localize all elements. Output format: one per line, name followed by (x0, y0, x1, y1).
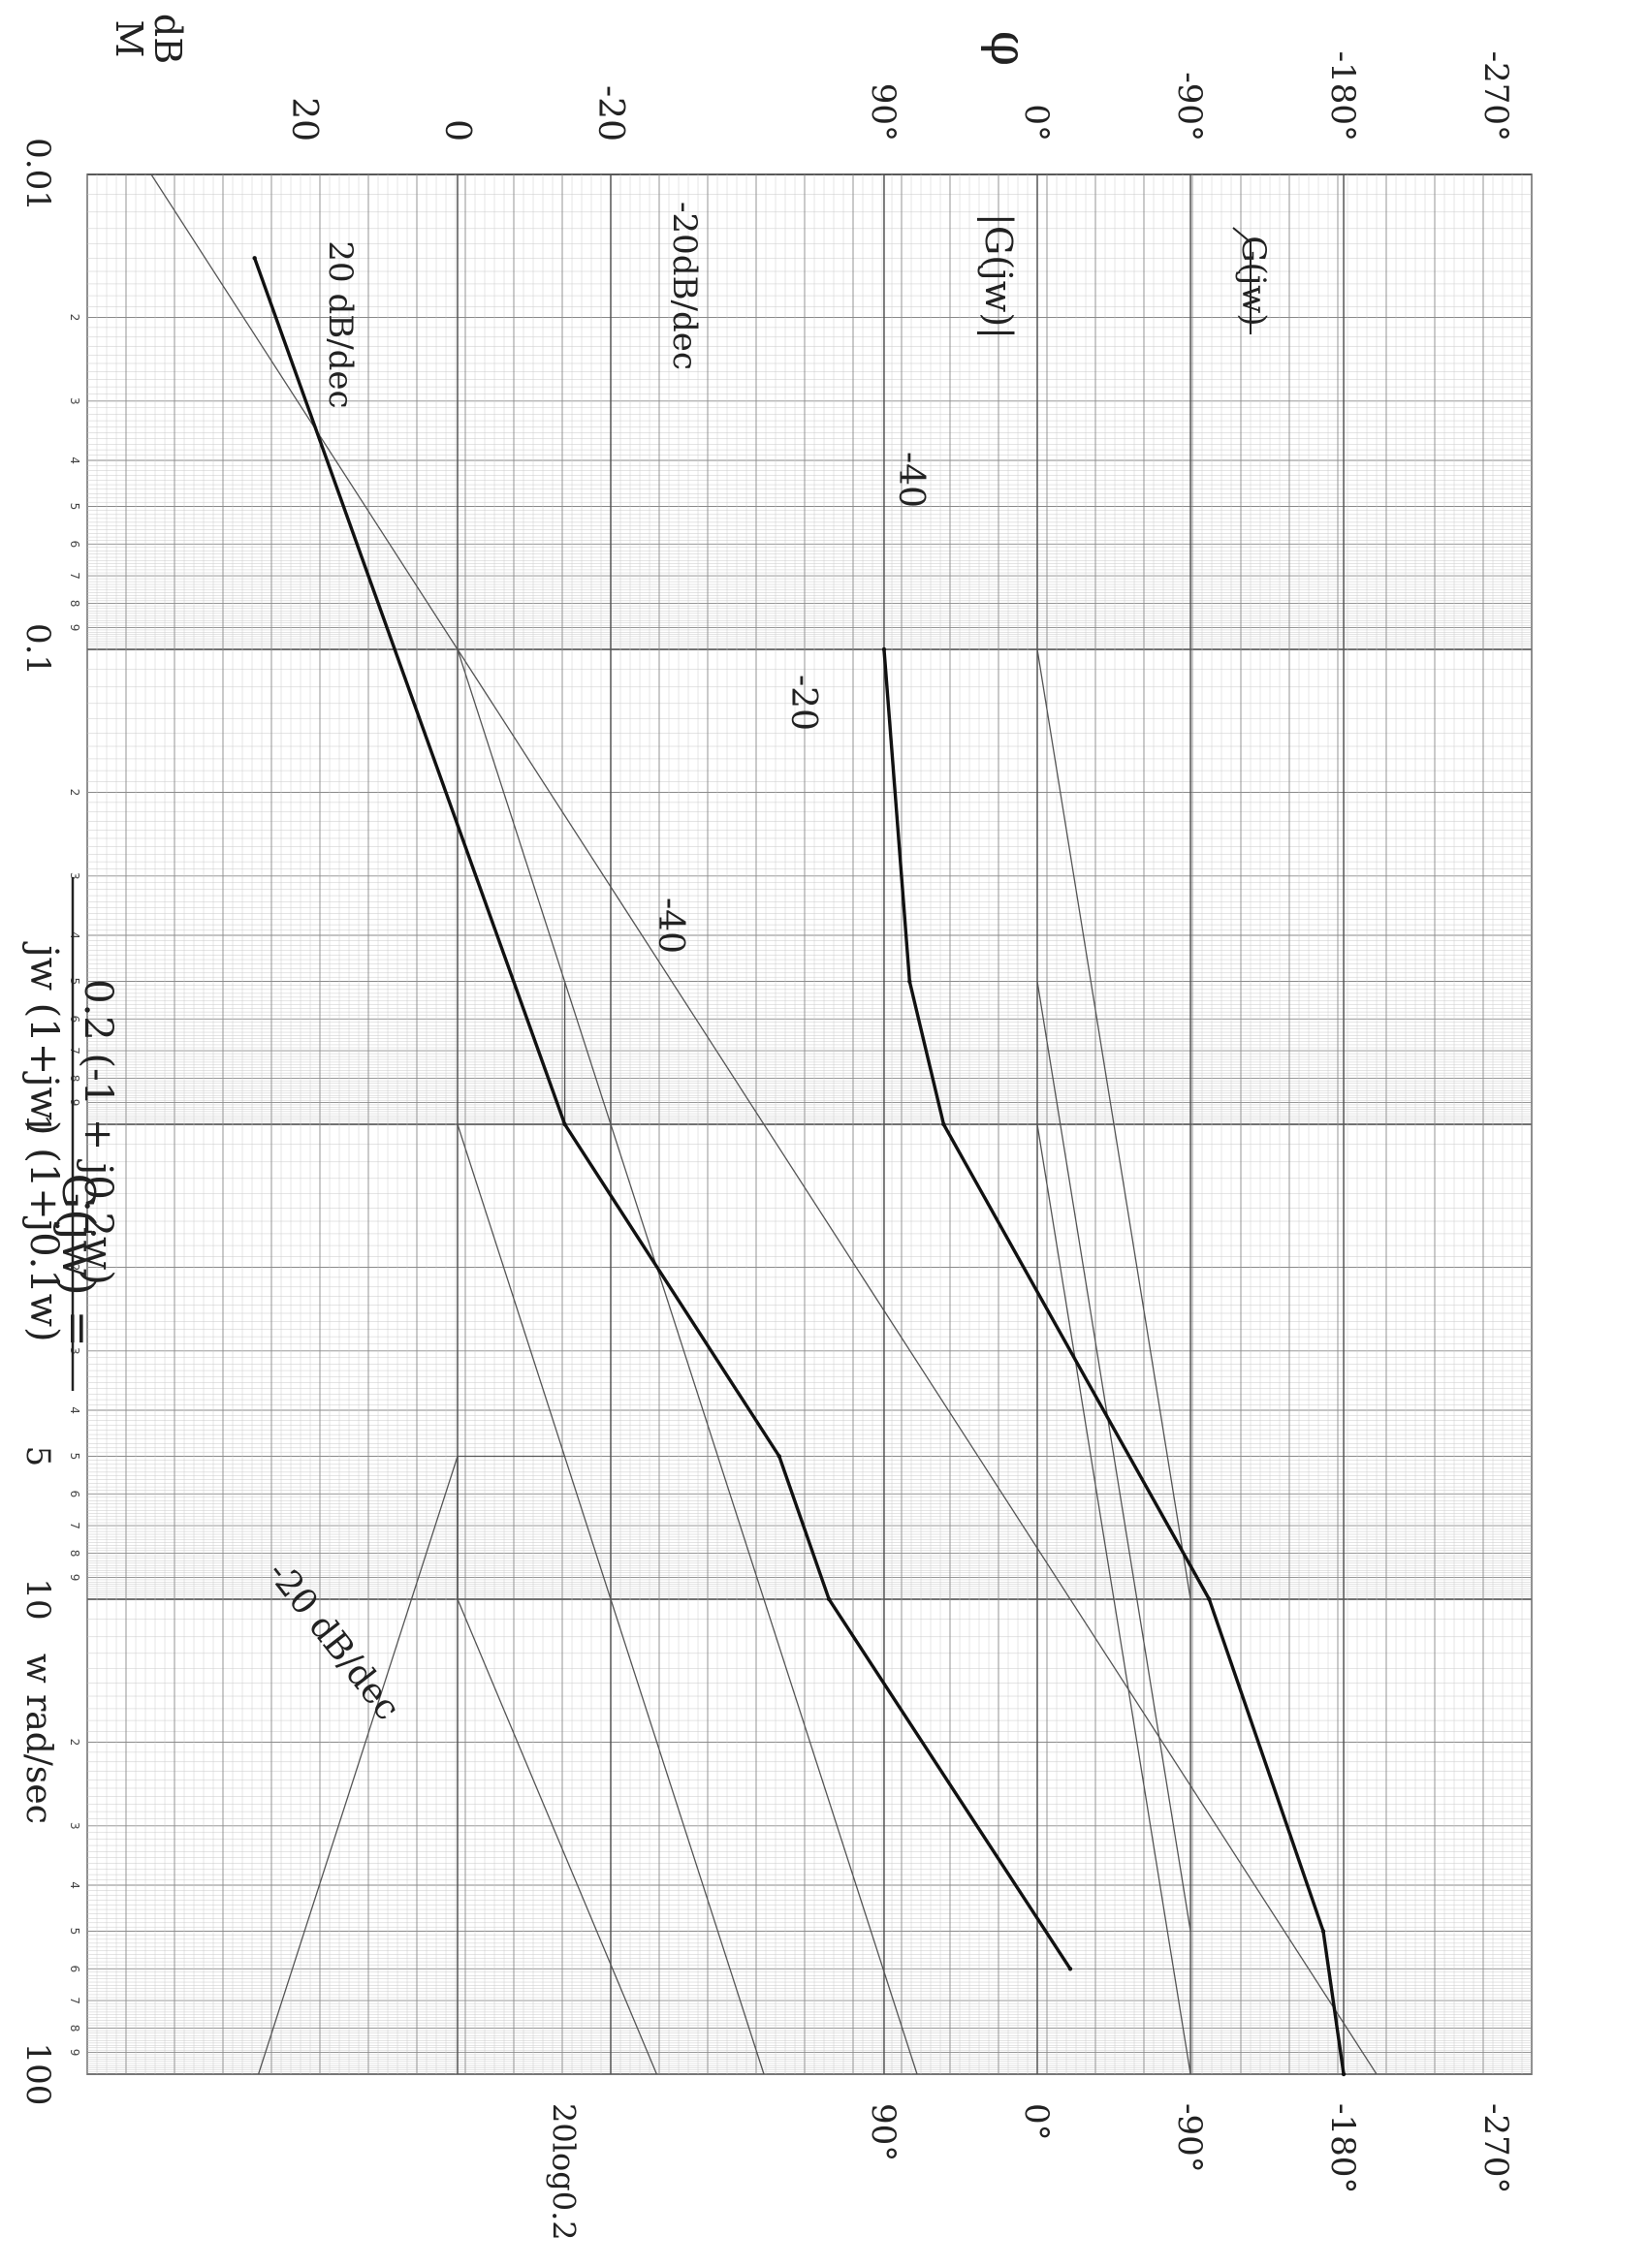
equation-denominator: jw (1+jw) (1+j0.1w) (21, 941, 66, 1341)
minor-tick-label: 2 (68, 789, 81, 797)
asymptote-line (1036, 1123, 1191, 2075)
asymptote-line (457, 648, 918, 2075)
phase-tick-label-right: 0° (1017, 2103, 1056, 2141)
minor-tick-label: 2 (68, 1739, 81, 1747)
phase-point (881, 646, 887, 652)
phase-tick-label-left: 0° (1017, 104, 1056, 142)
transfer-function-equation: G(jw) = 0.2 (-1 + j0.2w) jw (1+jw) (1+j0… (21, 877, 120, 1391)
magnitude-point (1067, 1967, 1073, 1971)
annotation-slope-down: -20dB/dec (665, 202, 704, 370)
minor-tick-label: 8 (68, 1550, 81, 1558)
bode-curves (252, 256, 1347, 2077)
annotation-phase-label: G(jw) (1232, 227, 1273, 334)
mag-axis-label: M (108, 20, 150, 58)
phase-axis-label: φ (979, 31, 1037, 66)
phase-tick-label-right: 90° (864, 2103, 903, 2161)
phase-tick-label-left: 90° (864, 83, 903, 142)
phase-tick-label-left: -180° (1323, 51, 1362, 142)
minor-tick-label: 2 (68, 314, 81, 322)
minor-tick-label: 5 (68, 503, 81, 511)
phase-point (1320, 1929, 1326, 1934)
mag-tick-label: 0 (437, 119, 477, 142)
phase-tick-label-right: -270° (1476, 2103, 1515, 2193)
magnitude-point (562, 1121, 567, 1127)
mag-top-label: 20log0.2 (546, 2103, 583, 2241)
phase-point (941, 1121, 946, 1127)
asymptote-line (257, 1456, 459, 2075)
asymptote-line (1036, 648, 1191, 1600)
minor-tick-label: 5 (68, 1928, 81, 1936)
phase-tick-label-left: -270° (1476, 51, 1515, 142)
magnitude-point (252, 256, 257, 261)
phase-tick-label-right: -180° (1323, 2103, 1362, 2193)
annotation-seg3: -40 (891, 452, 931, 508)
minor-tick-label: 5 (68, 978, 81, 986)
axis-labels: 0.01 0.1 1 10 100 5 2 3 4 5 6 7 8 9 2 3 4 5 6 7 8 9 2 3 4 5 6 7 8 9 2 3… (18, 14, 1515, 2241)
minor-tick-label: 3 (68, 397, 81, 405)
minor-tick-label: 9 (68, 2049, 81, 2057)
asymptote-line (457, 1456, 657, 2075)
x-tick-label: 0.01 (18, 138, 57, 211)
minor-tick-label: 7 (68, 1522, 81, 1529)
annotation-mag-label: |G(jw)| (977, 213, 1020, 339)
x-tick-label: 10 (18, 1578, 57, 1620)
x-tick-label-5: 5 (18, 1446, 57, 1467)
minor-tick-label: 6 (68, 1965, 81, 1972)
phase-tick-label-right: -90° (1170, 2103, 1209, 2173)
minor-tick-label: 4 (68, 1406, 81, 1414)
minor-tick-label: 4 (68, 457, 81, 464)
equation-numerator: 0.2 (-1 + j0.2w) (76, 979, 120, 1285)
minor-tick-label: 6 (68, 1490, 81, 1497)
x-axis-label: w rad/sec (18, 1654, 58, 1824)
magnitude-point (826, 1596, 832, 1602)
minor-tick-label: 6 (68, 540, 81, 548)
minor-tick-label: 4 (68, 931, 81, 939)
minor-tick-label: 6 (68, 1015, 81, 1023)
minor-tick-label: 4 (68, 1881, 81, 1889)
phase-point (907, 979, 912, 984)
minor-tick-label: 5 (68, 1453, 81, 1461)
minor-tick-label: 8 (68, 600, 81, 608)
minor-tick-label: 9 (68, 1574, 81, 1582)
asymptote-line (457, 1123, 765, 2075)
minor-tick-label: 9 (68, 624, 81, 632)
mag-axis-label-db: dB (146, 14, 189, 64)
minor-tick-label: 8 (68, 2025, 81, 2032)
asymptote-lines (150, 173, 1378, 2075)
mag-tick-label: -20 (590, 85, 630, 142)
minor-tick-label: 3 (68, 1822, 81, 1830)
phase-curve (882, 647, 1346, 2076)
magnitude-point (776, 1454, 781, 1459)
mag-tick-label: 20 (284, 97, 324, 142)
minor-tick-label: 3 (68, 1347, 81, 1355)
minor-tick-label: 7 (68, 1047, 81, 1055)
phase-point (1207, 1596, 1212, 1602)
minor-tick-label: 9 (68, 1099, 81, 1107)
minor-tick-label: 2 (68, 1264, 81, 1272)
x-tick-label: 0.1 (18, 623, 57, 676)
phase-point (1341, 2071, 1347, 2077)
graph-paper-grid (86, 173, 1533, 2075)
x-tick-label: 1 (18, 1114, 57, 1135)
phase-tick-label-left: -90° (1170, 72, 1209, 142)
annotation-seg2: -20 (783, 675, 823, 731)
minor-tick-label: 7 (68, 572, 81, 580)
equation-lhs: G(jw) = (52, 1174, 105, 1347)
x-tick-label: 100 (18, 2043, 57, 2106)
svg-text:G(jw): G(jw) (1234, 236, 1273, 326)
asymptote-line (150, 173, 1378, 2075)
asymptote-line (1036, 981, 1191, 1932)
annotation-seg1: -40 (650, 898, 690, 954)
minor-tick-label: 7 (68, 1997, 81, 2004)
annotation-slope-up: 20 dB/dec (321, 240, 360, 408)
minor-tick-label: 8 (68, 1075, 81, 1083)
minor-tick-label: 3 (68, 872, 81, 880)
